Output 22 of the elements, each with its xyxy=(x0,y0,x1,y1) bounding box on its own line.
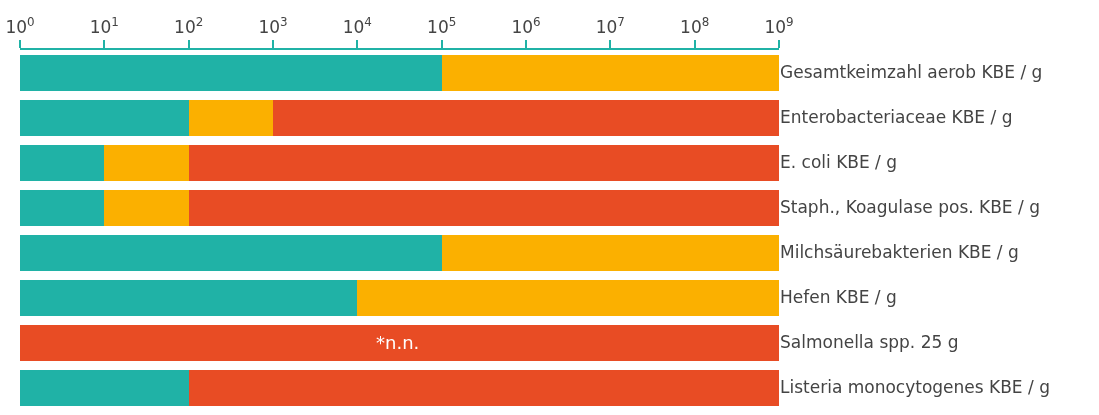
x-tick-label: 10$^{2}$ xyxy=(174,15,204,38)
y-tick-label: Enterobacteriaceae KBE / g xyxy=(780,107,1013,128)
y-tick-label: Gesamtkeimzahl aerob KBE / g xyxy=(780,62,1043,83)
x-tick-label: 10$^{1}$ xyxy=(89,15,119,38)
x-tick-label: 10$^{6}$ xyxy=(511,15,541,38)
x-tick-label: 10$^{5}$ xyxy=(427,15,457,38)
y-tick-label: Salmonella spp. 25 g xyxy=(780,332,959,353)
x-tick-label: 10$^{0}$ xyxy=(5,15,35,38)
y-tick-label: Listeria monocytogenes KBE / g xyxy=(780,377,1050,398)
y-tick-label: Hefen KBE / g xyxy=(780,287,897,308)
y-tick-label: E. coli KBE / g xyxy=(780,152,898,173)
annotation: *n.n. xyxy=(376,332,420,353)
x-tick-label: 10$^{7}$ xyxy=(595,15,625,38)
x-tick-label: 10$^{4}$ xyxy=(342,15,372,38)
x-tick-label: 10$^{8}$ xyxy=(680,15,710,38)
y-tick-label: Milchsäurebakterien KBE / g xyxy=(780,242,1019,263)
bar xyxy=(188,189,779,226)
x-tick-label: 10$^{3}$ xyxy=(258,15,288,38)
x-tick-label: 10$^{9}$ xyxy=(764,15,794,38)
bar xyxy=(273,99,779,136)
bar xyxy=(188,144,779,181)
y-tick-label: Staph., Koagulase pos. KBE / g xyxy=(780,197,1040,218)
